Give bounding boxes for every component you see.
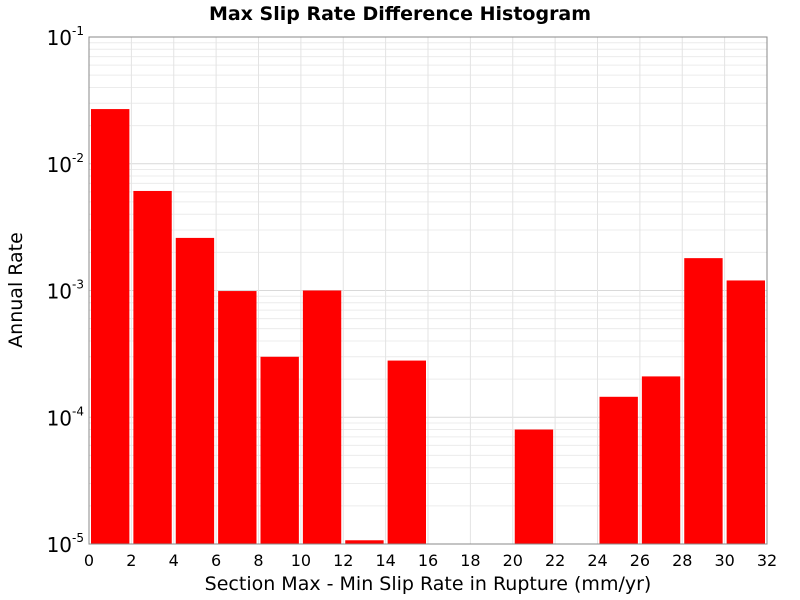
- x-tick-label: 14: [375, 551, 395, 570]
- histogram-bar: [91, 109, 130, 544]
- x-tick-label: 4: [169, 551, 179, 570]
- x-tick-label: 2: [126, 551, 136, 570]
- y-axis-label: Annual Rate: [5, 232, 27, 348]
- x-tick-label: 8: [253, 551, 263, 570]
- x-tick-label: 20: [503, 551, 523, 570]
- plot-border: [88, 36, 768, 545]
- histogram-bar: [726, 280, 765, 544]
- histogram-bar: [175, 237, 215, 544]
- x-tick-label: 10: [291, 551, 311, 570]
- y-tick-label: 10-4: [47, 404, 84, 430]
- x-axis-label: Section Max - Min Slip Rate in Rupture (…: [205, 573, 652, 595]
- y-tick-label: 10-5: [47, 531, 84, 557]
- x-tick-label: 22: [545, 551, 565, 570]
- histogram-bar: [514, 429, 554, 544]
- x-tick-label: 16: [418, 551, 438, 570]
- x-tick-label: 12: [333, 551, 353, 570]
- histogram-bar: [684, 258, 723, 544]
- histogram-bar: [345, 540, 384, 544]
- x-tick-label: 26: [630, 551, 650, 570]
- chart-title: Max Slip Rate Difference Histogram: [209, 3, 591, 25]
- x-tick-label: 6: [211, 551, 221, 570]
- x-tick-label: 28: [672, 551, 692, 570]
- y-tick-label: 10-1: [47, 24, 84, 50]
- histogram-bar: [302, 290, 342, 544]
- y-tick-label: 10-3: [47, 278, 84, 304]
- histogram-bar: [641, 376, 681, 544]
- x-tick-label: 30: [714, 551, 734, 570]
- histogram-bar: [260, 356, 299, 544]
- histogram-bar: [133, 190, 172, 544]
- x-tick-label: 24: [587, 551, 607, 570]
- histogram-bar: [599, 396, 638, 544]
- x-tick-label: 18: [460, 551, 480, 570]
- histogram-bar: [387, 360, 426, 544]
- x-tick-label: 0: [84, 551, 94, 570]
- y-tick-label: 10-2: [47, 151, 84, 177]
- x-tick-label: 32: [757, 551, 777, 570]
- histogram-bar: [218, 291, 257, 544]
